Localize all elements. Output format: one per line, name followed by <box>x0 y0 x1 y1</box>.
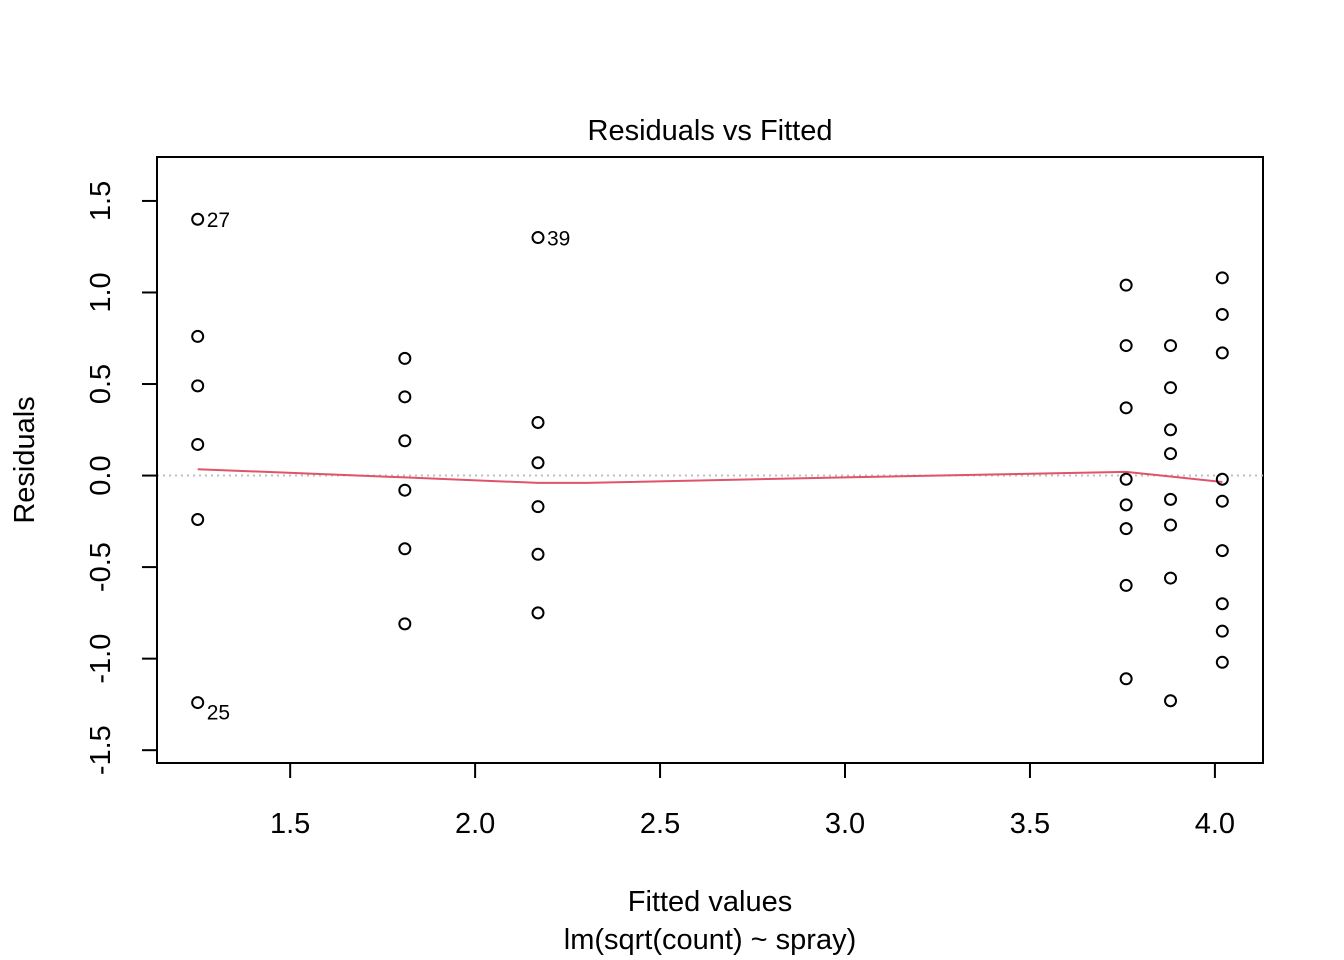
data-point <box>1119 578 1133 592</box>
data-point <box>1215 544 1229 558</box>
data-point <box>1164 518 1178 532</box>
data-point <box>191 513 205 527</box>
data-point <box>398 434 412 448</box>
data-point <box>191 329 205 343</box>
data-point <box>1164 423 1178 437</box>
x-axis-subtitle: lm(sqrt(count) ~ spray) <box>564 924 856 956</box>
x-tick-label: 1.5 <box>270 808 310 840</box>
data-point <box>1119 498 1133 512</box>
data-point <box>191 212 205 226</box>
y-axis: -1.5 -1.0 -0.5 0.0 0.5 1.0 1.5 <box>85 181 158 775</box>
data-point <box>531 500 545 514</box>
data-point <box>1164 339 1178 353</box>
data-point <box>1164 492 1178 506</box>
x-axis-label: Fitted values <box>628 886 792 918</box>
point-label: 25 <box>207 702 230 725</box>
data-point <box>398 483 412 497</box>
x-tick-label: 3.0 <box>825 808 865 840</box>
data-point <box>1119 339 1133 353</box>
x-axis: 1.5 2.0 2.5 3.0 3.5 4.0 <box>270 762 1235 840</box>
data-point <box>1215 472 1229 486</box>
data-point <box>1164 571 1178 585</box>
point-label: 27 <box>207 209 230 232</box>
data-point <box>398 617 412 631</box>
y-tick-label: 1.5 <box>85 181 117 221</box>
x-tick-label: 4.0 <box>1195 808 1235 840</box>
data-point <box>531 547 545 561</box>
points-layer: 27 25 39 <box>191 209 1229 725</box>
data-point <box>1119 672 1133 686</box>
data-point <box>1215 494 1229 508</box>
data-point <box>398 542 412 556</box>
x-tick-label: 2.5 <box>640 808 680 840</box>
chart-title: Residuals vs Fitted <box>588 115 833 147</box>
smoother-line <box>197 468 1223 484</box>
data-point <box>1119 472 1133 486</box>
smoother-layer <box>197 468 1223 484</box>
data-point <box>1119 278 1133 292</box>
data-point <box>191 696 205 710</box>
data-point <box>531 456 545 470</box>
point-label: 39 <box>547 228 570 251</box>
data-point <box>1164 447 1178 461</box>
data-point <box>1164 381 1178 395</box>
data-point <box>1119 401 1133 415</box>
data-point <box>398 390 412 404</box>
data-point <box>191 437 205 451</box>
data-point <box>531 606 545 620</box>
y-tick-label: 0.5 <box>85 364 117 404</box>
data-point <box>1215 271 1229 285</box>
y-tick-label: -0.5 <box>85 542 117 592</box>
data-point <box>531 415 545 429</box>
y-axis-label: Residuals <box>9 396 41 523</box>
data-point <box>1215 307 1229 321</box>
y-tick-label: 1.0 <box>85 272 117 312</box>
x-tick-label: 3.5 <box>1010 808 1050 840</box>
data-point <box>1215 655 1229 669</box>
data-point <box>1215 346 1229 360</box>
data-point <box>531 231 545 245</box>
data-point <box>398 351 412 365</box>
y-tick-label: -1.0 <box>85 634 117 684</box>
data-point <box>1215 624 1229 638</box>
data-point <box>1119 522 1133 536</box>
data-point <box>1215 597 1229 611</box>
y-tick-label: -1.5 <box>85 725 117 775</box>
data-point <box>191 379 205 393</box>
y-tick-label: 0.0 <box>85 455 117 495</box>
data-point <box>1164 694 1178 708</box>
x-tick-label: 2.0 <box>455 808 495 840</box>
